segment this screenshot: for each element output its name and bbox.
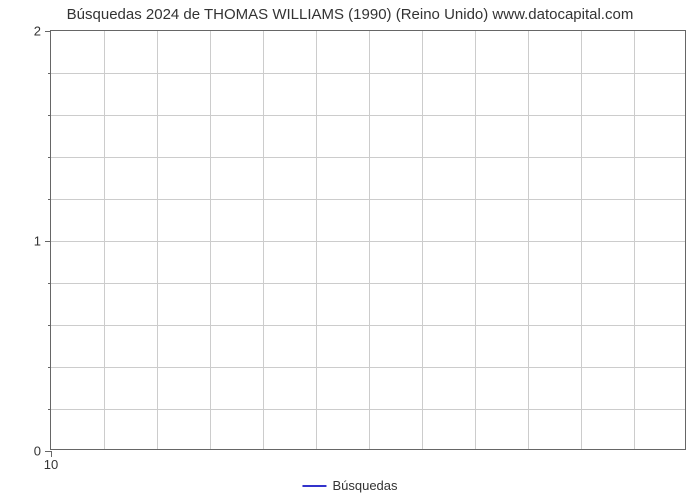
- gridline-horizontal: [51, 241, 685, 242]
- plot-area: 01210: [50, 30, 686, 450]
- xtick-label: 10: [44, 457, 58, 472]
- ytick-major: [45, 241, 51, 242]
- ytick-label: 1: [34, 234, 41, 249]
- gridline-vertical: [528, 31, 529, 449]
- legend: Búsquedas: [302, 478, 397, 493]
- gridline-vertical: [422, 31, 423, 449]
- gridline-horizontal: [51, 283, 685, 284]
- gridline-vertical: [157, 31, 158, 449]
- ytick-minor: [48, 157, 51, 158]
- legend-label: Búsquedas: [332, 478, 397, 493]
- ytick-label: 0: [34, 444, 41, 459]
- gridline-vertical: [581, 31, 582, 449]
- gridline-vertical: [210, 31, 211, 449]
- ytick-major: [45, 31, 51, 32]
- gridline-horizontal: [51, 199, 685, 200]
- ytick-minor: [48, 115, 51, 116]
- gridline-horizontal: [51, 73, 685, 74]
- gridline-horizontal: [51, 157, 685, 158]
- legend-line-icon: [302, 485, 326, 487]
- ytick-minor: [48, 283, 51, 284]
- gridline-horizontal: [51, 367, 685, 368]
- gridline-horizontal: [51, 409, 685, 410]
- gridline-vertical: [369, 31, 370, 449]
- ytick-minor: [48, 367, 51, 368]
- ytick-minor: [48, 409, 51, 410]
- gridline-vertical: [263, 31, 264, 449]
- ytick-minor: [48, 199, 51, 200]
- ytick-minor: [48, 73, 51, 74]
- gridline-vertical: [634, 31, 635, 449]
- ytick-minor: [48, 325, 51, 326]
- gridline-horizontal: [51, 115, 685, 116]
- gridline-vertical: [316, 31, 317, 449]
- gridline-vertical: [475, 31, 476, 449]
- gridline-vertical: [104, 31, 105, 449]
- ytick-label: 2: [34, 24, 41, 39]
- gridline-horizontal: [51, 325, 685, 326]
- chart-title: Búsquedas 2024 de THOMAS WILLIAMS (1990)…: [0, 6, 700, 23]
